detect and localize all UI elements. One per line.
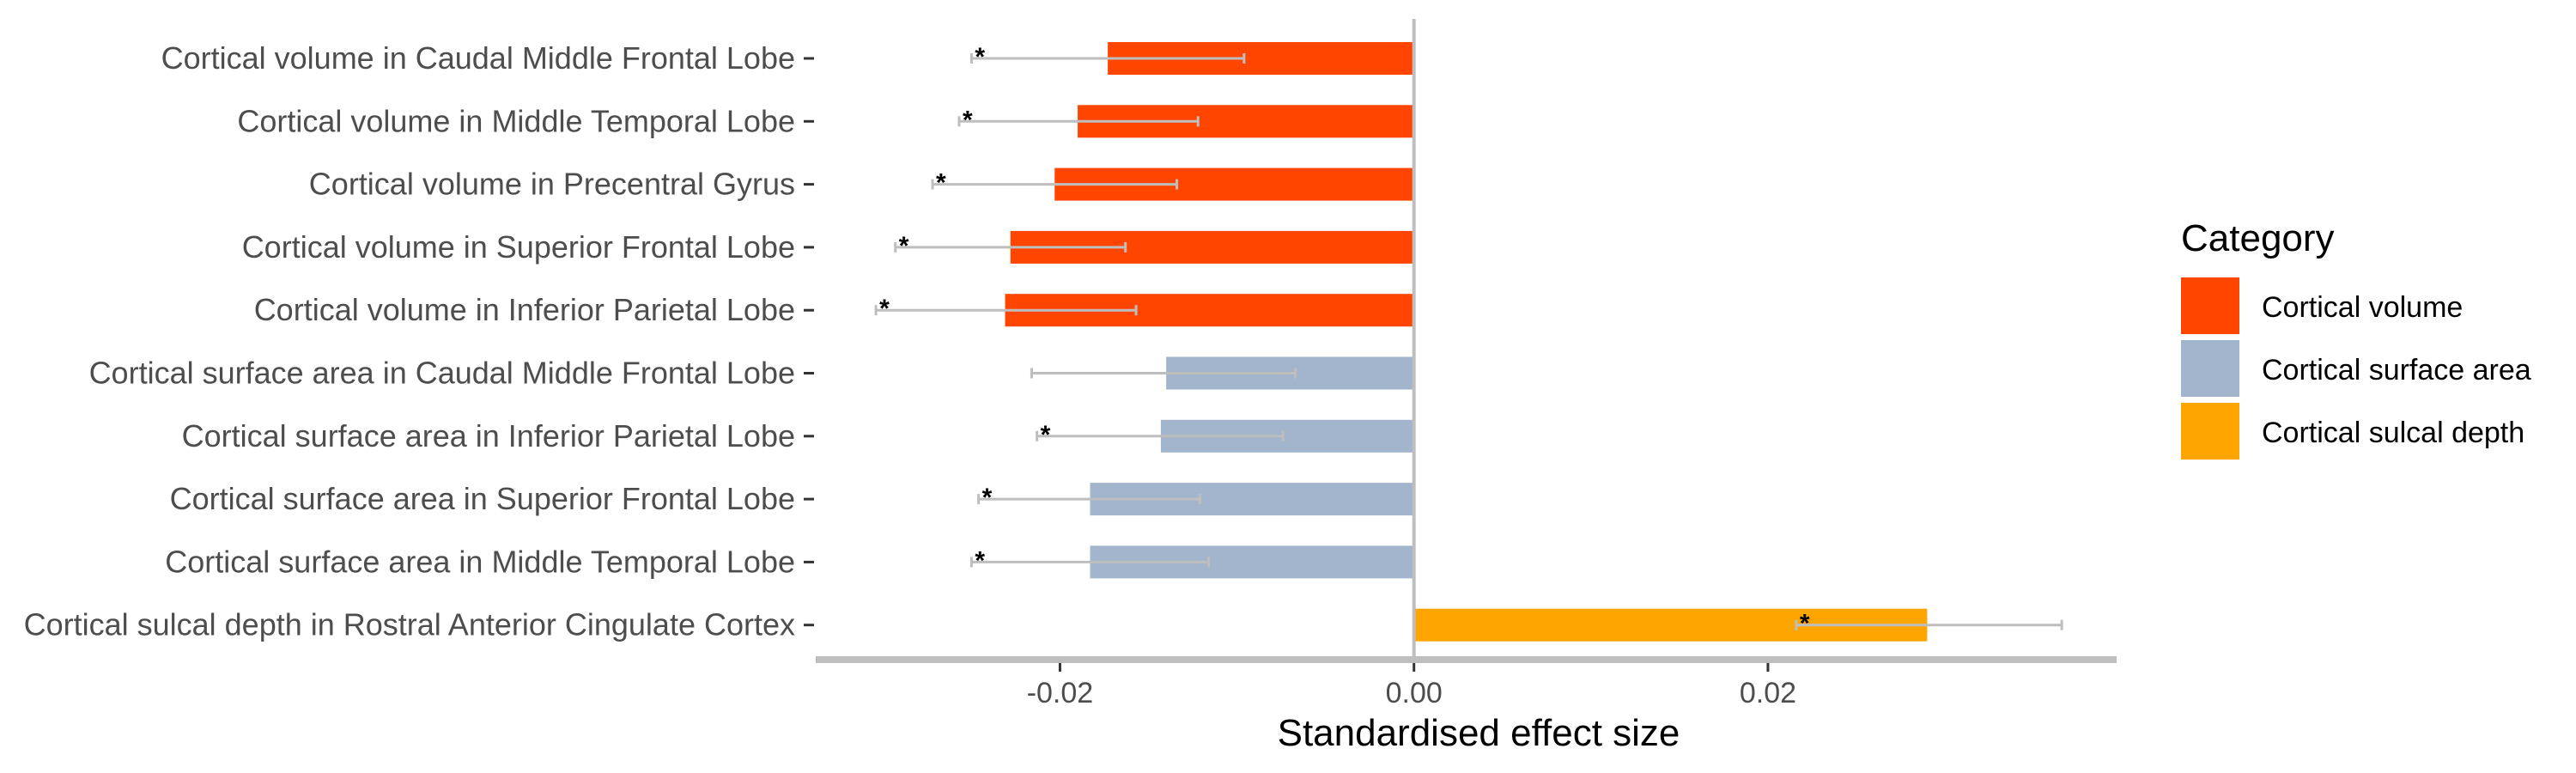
legend-key bbox=[2181, 277, 2239, 334]
x-axis: -0.02 0.00 0.02 bbox=[816, 656, 2117, 709]
significance-marker: * bbox=[879, 295, 890, 323]
legend-key bbox=[2181, 403, 2239, 460]
x-tick-label: -0.02 bbox=[1027, 677, 1094, 709]
x-tick-label: 0.02 bbox=[1740, 677, 1796, 709]
significance-marker: * bbox=[1800, 610, 1810, 638]
significance-marker: * bbox=[963, 106, 973, 134]
bars-layer bbox=[1005, 42, 1928, 642]
y-tick-label: Cortical surface area in Superior Fronta… bbox=[170, 481, 795, 516]
legend-label: Cortical volume bbox=[2262, 291, 2463, 324]
y-tick-label: Cortical volume in Caudal Middle Frontal… bbox=[161, 40, 795, 76]
y-tick-label: Cortical volume in Precentral Gyrus bbox=[309, 167, 795, 202]
legend-key bbox=[2181, 340, 2239, 397]
errorbar-layer bbox=[874, 53, 2063, 630]
legend: Category Cortical volume Cortical surface… bbox=[2181, 217, 2531, 460]
significance-marker: * bbox=[1041, 421, 1051, 449]
significance-marker: * bbox=[975, 546, 985, 575]
y-tick-label: Cortical volume in Inferior Parietal Lob… bbox=[254, 292, 795, 327]
y-axis-labels: Cortical volume in Caudal Middle Frontal… bbox=[24, 40, 814, 642]
x-axis-title: Standardised effect size bbox=[1278, 712, 1680, 754]
significance-marker: * bbox=[975, 43, 985, 71]
legend-label: Cortical sulcal depth bbox=[2262, 417, 2524, 449]
legend-label: Cortical surface area bbox=[2262, 354, 2531, 386]
y-tick-label: Cortical volume in Superior Frontal Lobe bbox=[242, 229, 795, 265]
significance-marker: * bbox=[899, 232, 909, 260]
significance-marker: * bbox=[982, 484, 993, 512]
x-tick-label: 0.00 bbox=[1386, 677, 1443, 709]
y-tick-label: Cortical sulcal depth in Rostral Anterio… bbox=[24, 607, 795, 642]
y-tick-label: Cortical surface area in Middle Temporal… bbox=[165, 544, 795, 579]
y-tick-label: Cortical surface area in Inferior Pariet… bbox=[182, 418, 795, 453]
y-tick-label: Cortical surface area in Caudal Middle F… bbox=[89, 356, 795, 391]
y-tick-label: Cortical volume in Middle Temporal Lobe bbox=[237, 103, 795, 138]
significance-layer: * * * * * * * * * bbox=[879, 43, 1810, 638]
legend-title: Category bbox=[2181, 217, 2335, 259]
significance-marker: * bbox=[936, 169, 946, 198]
